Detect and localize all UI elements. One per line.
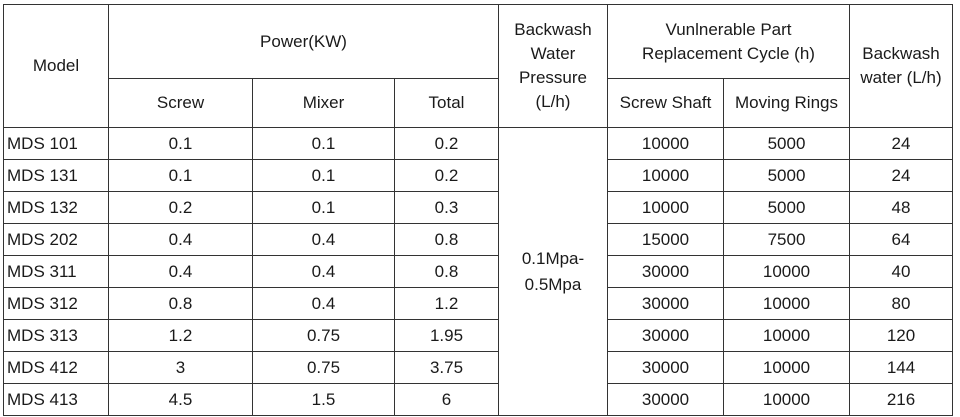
cell-model: MDS 413	[3, 383, 109, 416]
cell-model: MDS 131	[3, 159, 109, 192]
cell-model: MDS 313	[3, 319, 109, 352]
pressure-value-line2: 0.5Mpa	[524, 274, 582, 294]
cell-mixer: 0.4	[252, 255, 395, 288]
cell-screw: 0.1	[108, 159, 253, 192]
cell-total: 0.8	[394, 223, 499, 256]
cell-backwash-water: 48	[849, 191, 953, 224]
cell-backwash-water: 24	[849, 159, 953, 192]
cell-screw-shaft: 15000	[607, 223, 724, 256]
cell-screw-shaft: 30000	[607, 255, 724, 288]
cell-screw-shaft: 10000	[607, 191, 724, 224]
header-pressure-line3: Pressure	[518, 68, 587, 87]
cell-model: MDS 412	[3, 351, 109, 384]
cell-mixer: 0.1	[252, 191, 395, 224]
header-replacement-cycle: Vunlnerable Part Replacement Cycle (h)	[607, 4, 850, 79]
header-pressure-line2: Water	[530, 44, 576, 63]
header-water-line2: water (L/h)	[860, 68, 942, 87]
cell-screw-shaft: 30000	[607, 319, 724, 352]
cell-moving-rings: 7500	[723, 223, 850, 256]
header-cycle-line1: Vunlnerable Part	[665, 19, 792, 39]
cell-moving-rings: 10000	[723, 351, 850, 384]
cell-mixer: 0.75	[252, 319, 395, 352]
cell-backwash-water: 80	[849, 287, 953, 320]
cell-total: 1.95	[394, 319, 499, 352]
cell-screw: 0.4	[108, 255, 253, 288]
cell-total: 0.8	[394, 255, 499, 288]
table-row: MDS 413 4.5 1.5 6 30000 10000 216	[3, 383, 953, 416]
table-row: MDS 311 0.4 0.4 0.8 30000 10000 40	[3, 255, 953, 288]
header-screw-shaft: Screw Shaft	[607, 78, 724, 128]
cell-screw-shaft: 30000	[607, 287, 724, 320]
cell-screw-shaft: 30000	[607, 383, 724, 416]
cell-model: MDS 132	[3, 191, 109, 224]
cell-mixer: 0.75	[252, 351, 395, 384]
cell-screw-shaft: 30000	[607, 351, 724, 384]
header-water-line1: Backwash	[862, 44, 940, 63]
cell-total: 0.2	[394, 127, 499, 160]
header-power: Power(KW)	[108, 4, 499, 79]
cell-moving-rings: 5000	[723, 127, 850, 160]
cell-backwash-water: 40	[849, 255, 953, 288]
cell-model: MDS 202	[3, 223, 109, 256]
cell-total: 0.2	[394, 159, 499, 192]
cell-backwash-water: 144	[849, 351, 953, 384]
cell-screw: 3	[108, 351, 253, 384]
cell-total: 0.3	[394, 191, 499, 224]
header-mixer: Mixer	[252, 78, 395, 128]
cell-screw-shaft: 10000	[607, 159, 724, 192]
table-row: MDS 202 0.4 0.4 0.8 15000 7500 64	[3, 223, 953, 256]
header-backwash-water: Backwash water (L/h)	[849, 4, 953, 128]
table-row: MDS 132 0.2 0.1 0.3 10000 5000 48	[3, 191, 953, 224]
cell-moving-rings: 10000	[723, 319, 850, 352]
cell-mixer: 0.1	[252, 159, 395, 192]
cell-moving-rings: 10000	[723, 287, 850, 320]
table-body: MDS 101 0.1 0.1 0.2 0.1Mpa- 0.5Mpa 10000 5000 24…	[3, 127, 953, 416]
header-pressure-line4: (L/h)	[535, 92, 571, 111]
header-screw: Screw	[108, 78, 253, 128]
cell-screw-shaft: 10000	[607, 127, 724, 160]
cell-mixer: 0.4	[252, 223, 395, 256]
table-row: MDS 131 0.1 0.1 0.2 10000 5000 24	[3, 159, 953, 192]
cell-moving-rings: 10000	[723, 383, 850, 416]
header-moving-rings: Moving Rings	[723, 78, 850, 128]
table-row: MDS 312 0.8 0.4 1.2 30000 10000 80	[3, 287, 953, 320]
cell-moving-rings: 10000	[723, 255, 850, 288]
cell-backwash-water: 216	[849, 383, 953, 416]
cell-backwash-pressure: 0.1Mpa- 0.5Mpa	[498, 127, 608, 416]
cell-mixer: 1.5	[252, 383, 395, 416]
cell-mixer: 0.1	[252, 127, 395, 160]
cell-screw: 0.1	[108, 127, 253, 160]
cell-total: 1.2	[394, 287, 499, 320]
cell-screw: 1.2	[108, 319, 253, 352]
cell-backwash-water: 64	[849, 223, 953, 256]
cell-backwash-water: 120	[849, 319, 953, 352]
table-row: MDS 412 3 0.75 3.75 30000 10000 144	[3, 351, 953, 384]
cell-screw: 0.4	[108, 223, 253, 256]
header-pressure-line1: Backwash	[514, 20, 592, 39]
cell-model: MDS 311	[3, 255, 109, 288]
cell-mixer: 0.4	[252, 287, 395, 320]
cell-model: MDS 101	[3, 127, 109, 160]
cell-screw: 0.2	[108, 191, 253, 224]
header-backwash-pressure: Backwash Water Pressure (L/h)	[498, 4, 608, 128]
cell-moving-rings: 5000	[723, 159, 850, 192]
table-row: MDS 101 0.1 0.1 0.2 0.1Mpa- 0.5Mpa 10000 5000 24	[3, 127, 953, 416]
cell-screw: 4.5	[108, 383, 253, 416]
cell-total: 3.75	[394, 351, 499, 384]
cell-model: MDS 312	[3, 287, 109, 320]
cell-screw: 0.8	[108, 287, 253, 320]
table-row: MDS 313 1.2 0.75 1.95 30000 10000 120	[3, 319, 953, 352]
cell-total: 6	[394, 383, 499, 416]
header-model: Model	[3, 4, 109, 128]
header-total: Total	[394, 78, 499, 128]
spec-table: Model Power(KW) Backwash Water Pressure …	[3, 4, 953, 416]
pressure-value-line1: 0.1Mpa-	[521, 248, 585, 268]
cell-moving-rings: 5000	[723, 191, 850, 224]
header-cycle-line2: Replacement Cycle (h)	[642, 43, 815, 63]
cell-backwash-water: 24	[849, 127, 953, 160]
